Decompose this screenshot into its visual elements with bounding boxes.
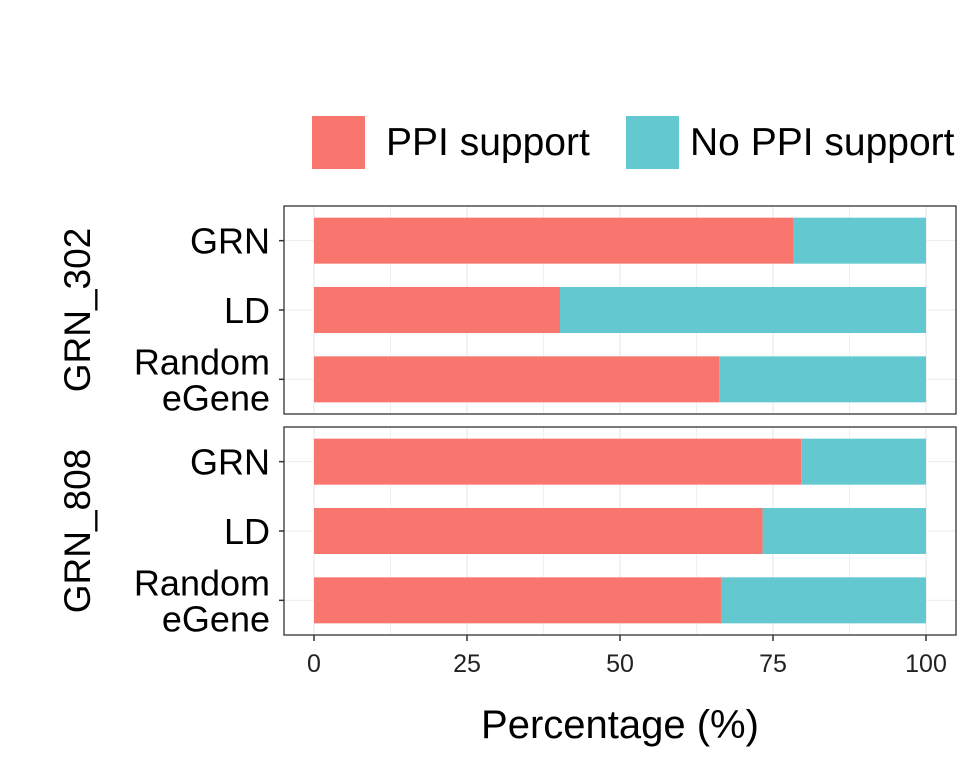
bar-ppi-support [314, 438, 802, 485]
category-label: LD [224, 290, 270, 331]
bar-ppi-support [314, 217, 794, 264]
x-tick-label: 50 [606, 650, 634, 678]
bar-no-ppi-support [762, 508, 926, 554]
category-label: GRN [190, 442, 270, 483]
x-tick-label: 75 [759, 650, 787, 678]
bar-no-ppi-support [801, 438, 926, 485]
bar-ppi-support [314, 577, 721, 624]
facet-panels: GRNLDRandomeGeneGRN_302GRNLDRandomeGeneG… [57, 205, 957, 639]
x-axis-title: Percentage (%) [481, 703, 759, 747]
legend-label-no-ppi-support: No PPI support [690, 121, 955, 164]
facet-label: GRN_302 [57, 228, 98, 393]
bar-ppi-support [314, 508, 763, 554]
bar-ppi-support [314, 287, 561, 333]
category-label: eGene [162, 377, 270, 418]
panel-border [283, 205, 957, 415]
category-label: LD [224, 511, 270, 552]
bar-no-ppi-support [793, 217, 926, 264]
facet-label: GRN_808 [57, 449, 98, 614]
x-tick-label: 25 [453, 650, 481, 678]
legend-swatch-ppi-support [312, 116, 365, 169]
category-label: GRN [190, 221, 270, 262]
bar-no-ppi-support [560, 287, 926, 333]
x-tick-label: 100 [905, 650, 947, 678]
bar-ppi-support [314, 356, 720, 403]
legend: PPI support No PPI support [312, 116, 955, 169]
x-tick-label: 0 [307, 650, 321, 678]
bar-no-ppi-support [720, 577, 926, 624]
category-label: Random [134, 562, 270, 603]
category-label: Random [134, 341, 270, 382]
bar-no-ppi-support [719, 356, 926, 403]
legend-swatch-no-ppi-support [626, 116, 679, 169]
x-axis: 0 25 50 75 100 Percentage (%) [307, 635, 947, 747]
legend-label-ppi-support: PPI support [386, 121, 590, 164]
category-label: eGene [162, 598, 270, 639]
